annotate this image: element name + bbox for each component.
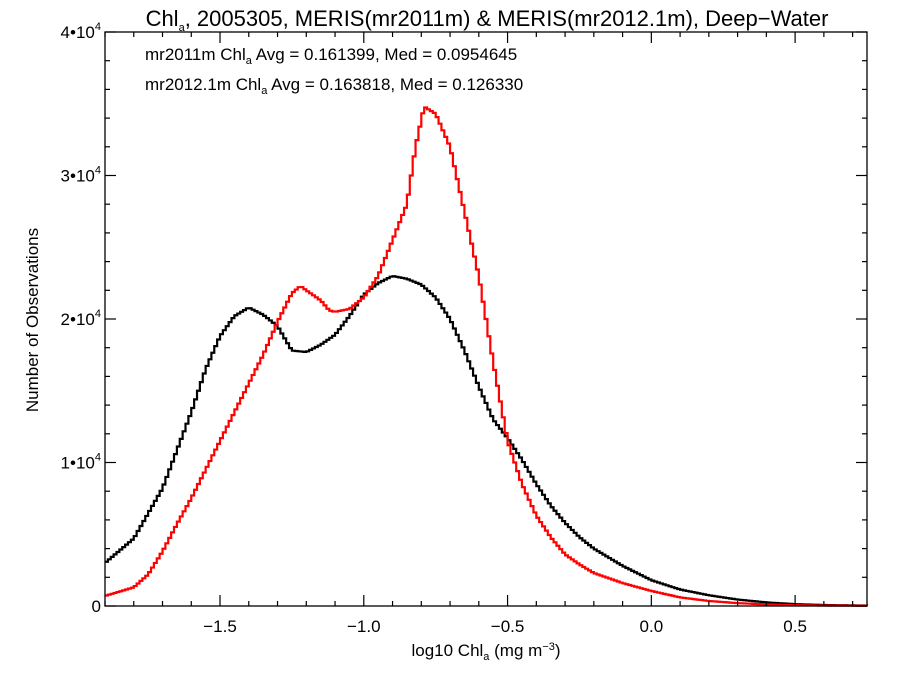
y-axis-label: Number of Observations bbox=[23, 228, 42, 412]
y-tick-label: 3•104 bbox=[61, 165, 101, 186]
legend-entry-mr2012-1m: mr2012.1m Chla Avg = 0.163818, Med = 0.1… bbox=[145, 75, 523, 97]
y-tick-label: 0 bbox=[92, 597, 101, 616]
x-tick-label: −1.0 bbox=[347, 617, 381, 636]
x-tick-label: −1.5 bbox=[203, 617, 237, 636]
x-tick-label: 0.0 bbox=[640, 617, 664, 636]
x-tick-label: 0.5 bbox=[783, 617, 807, 636]
y-tick-label: 2•104 bbox=[61, 308, 101, 329]
x-axis-label: log10 Chla (mg m−3) bbox=[411, 641, 560, 663]
series-layer bbox=[105, 106, 869, 607]
x-tick-label: −0.5 bbox=[491, 617, 525, 636]
y-tick-label: 1•104 bbox=[61, 452, 101, 473]
chart-title: Chla, 2005305, MERIS(mr2011m) & MERIS(mr… bbox=[146, 6, 829, 34]
y-tick-labels: 0 1•104 2•104 3•104 4•104 bbox=[61, 21, 101, 616]
axis-ticks bbox=[104, 31, 867, 607]
x-tick-labels: −1.5 −1.0 −0.5 0.0 0.5 bbox=[203, 617, 807, 636]
series-line-2 bbox=[105, 106, 867, 607]
series-line-1 bbox=[105, 275, 869, 607]
y-tick-label: 4•104 bbox=[61, 21, 101, 42]
legend-entry-mr2011m: mr2011m Chla Avg = 0.161399, Med = 0.095… bbox=[145, 45, 517, 67]
